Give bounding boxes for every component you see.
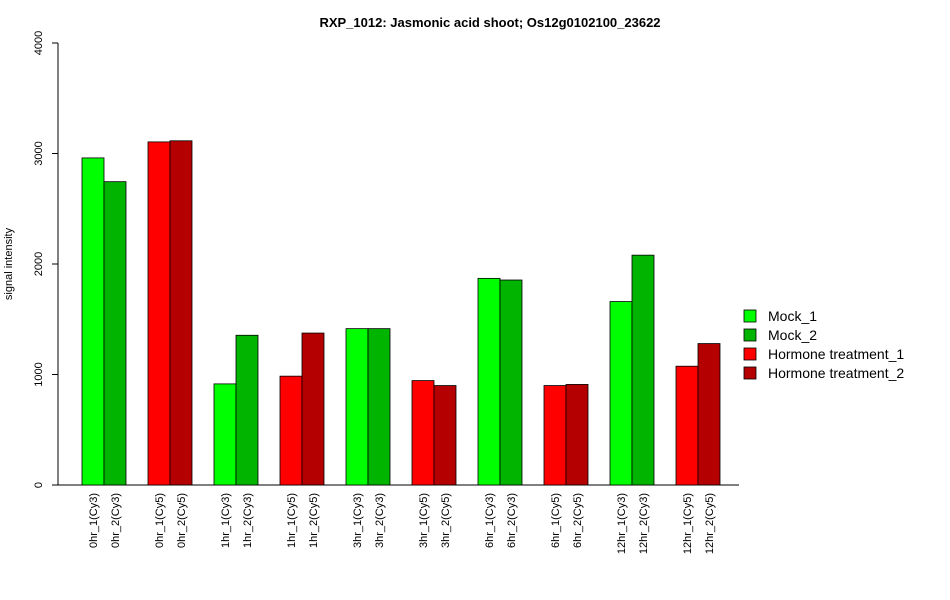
x-tick-label: 0hr_1(Cy5) [154, 493, 166, 548]
legend-swatch [743, 328, 757, 342]
bar [169, 140, 193, 486]
legend-swatch [743, 366, 757, 380]
x-tick-label: 6hr_2(Cy5) [572, 493, 584, 548]
bar [81, 157, 105, 486]
chart-title: RXP_1012: Jasmonic acid shoot; Os12g0102… [319, 15, 660, 30]
bar [147, 141, 171, 486]
x-tick-label: 1hr_1(Cy3) [220, 493, 232, 548]
bar [279, 375, 303, 486]
legend-label: Hormone treatment_1 [768, 346, 904, 362]
x-tick-label: 0hr_1(Cy3) [88, 493, 100, 548]
x-tick-label: 6hr_1(Cy3) [484, 493, 496, 548]
x-tick-label: 6hr_1(Cy5) [550, 493, 562, 548]
x-tick-label: 3hr_2(Cy3) [374, 493, 386, 548]
x-tick-label: 3hr_1(Cy5) [418, 493, 430, 548]
legend: Mock_1 Mock_2 Hormone treatment_1 Hormone t… [743, 308, 904, 381]
plot-area: 0 1000 2000 3000 4000 0hr_1(Cy3) 0hr_2(Cy3) 0hr… [33, 31, 739, 554]
legend-swatch [743, 347, 757, 361]
x-tick-label: 0hr_2(Cy3) [110, 493, 122, 548]
bar [301, 332, 325, 486]
x-tick-label: 3hr_1(Cy3) [352, 493, 364, 548]
x-tick-label: 1hr_2(Cy3) [242, 493, 254, 548]
bar [565, 384, 589, 486]
bar [433, 385, 457, 486]
bar [675, 365, 699, 486]
x-tick-label: 1hr_1(Cy5) [286, 493, 298, 548]
legend-swatch [743, 309, 757, 323]
y-tick-label: 2000 [33, 252, 45, 276]
y-tick-label: 3000 [33, 141, 45, 165]
bar [609, 301, 633, 486]
x-tick-label: 3hr_2(Cy5) [440, 493, 452, 548]
x-tick-label: 12hr_1(Cy5) [682, 493, 694, 554]
y-tick-label: 4000 [33, 31, 45, 55]
y-tick-label: 0 [33, 482, 45, 488]
bar [697, 343, 721, 486]
y-tick-label: 1000 [33, 362, 45, 386]
bar [345, 328, 369, 486]
y-axis-title: signal intensity [3, 227, 15, 300]
bar [499, 279, 523, 486]
bar [477, 277, 501, 486]
x-tick-label: 12hr_2(Cy3) [638, 493, 650, 554]
bar [235, 334, 259, 486]
x-tick-label: 12hr_2(Cy5) [704, 493, 716, 554]
x-tick-label: 0hr_2(Cy5) [176, 493, 188, 548]
x-tick-label: 6hr_2(Cy3) [506, 493, 518, 548]
legend-label: Hormone treatment_2 [768, 365, 904, 381]
bar [367, 328, 391, 486]
legend-label: Mock_2 [768, 327, 817, 343]
bar [103, 181, 127, 486]
x-tick-label: 1hr_2(Cy5) [308, 493, 320, 548]
bar [411, 380, 435, 486]
x-tick-label: 12hr_1(Cy3) [616, 493, 628, 554]
bar [631, 254, 655, 486]
legend-label: Mock_1 [768, 308, 817, 324]
bar [543, 385, 567, 486]
bar [213, 383, 237, 486]
